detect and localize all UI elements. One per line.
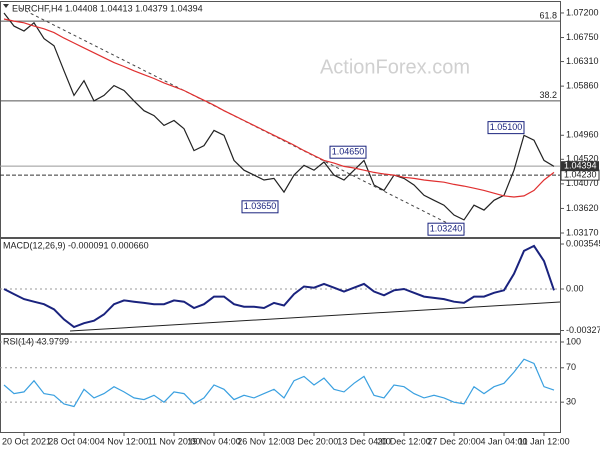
price-annotation-box (487, 121, 525, 135)
panel-frame (0, 238, 561, 334)
price-annotation: 1.03650 (244, 201, 277, 211)
price-annotation-box (427, 222, 465, 236)
y-tick-label: 70 (566, 362, 576, 372)
price-annotation: 1.05100 (490, 122, 523, 132)
x-tick-label: 27 Dec 20:00 (427, 436, 481, 446)
y-tick-label: 0.00 (566, 283, 584, 293)
watermark: ActionForex.com (320, 56, 470, 78)
x-tick-label: 3 Dec 20:00 (290, 436, 339, 446)
menu-icon[interactable] (3, 4, 9, 8)
series-line (3, 244, 555, 329)
y-tick-label: 1.04960 (566, 130, 599, 140)
x-tick-label: 11 Nov 20:00 (148, 436, 201, 446)
series-line (3, 358, 555, 408)
panel-frame (0, 1, 561, 238)
y-tick-label: 100 (566, 336, 581, 346)
last-price-box (561, 161, 599, 172)
macd-trend-line (69, 301, 561, 332)
y-tick-label: 1.06310 (566, 56, 599, 66)
price-annotation: 1.04650 (332, 147, 365, 157)
last-price-label: 1.04394 (564, 161, 597, 171)
y-tick-label: 1.07200 (566, 7, 599, 17)
x-tick-label: 20 Oct 2021 (2, 436, 51, 446)
y-tick-label: 1.03620 (566, 203, 599, 213)
x-tick-label: 13 Dec 04:00 (337, 436, 391, 446)
panel-title: RSI(14) 43.9799 (3, 336, 69, 346)
fib-label: 61.8 (539, 11, 557, 21)
x-tick-label: 20 Dec 12:00 (377, 436, 431, 446)
y-tick-label: 1.04520 (566, 154, 599, 164)
price-annotation: 1.03240 (430, 224, 463, 234)
x-tick-label: 4 Jan 04:00 (480, 436, 527, 446)
y-tick-label: -0.003272 (566, 325, 600, 335)
x-tick-label: 28 Oct 04:00 (48, 436, 100, 446)
fib-label: 38.2 (539, 90, 557, 100)
panel-title: MACD(12,26,9) -0.000091 0.000660 (3, 240, 149, 250)
price-annotation-box (329, 145, 367, 159)
trend-line (19, 7, 466, 233)
panel-title: EURCHF,H4 1.04408 1.04413 1.04379 1.0439… (12, 3, 203, 13)
series-line (3, 12, 555, 221)
panel-frame (0, 334, 561, 433)
x-tick-label: 11 Jan 12:00 (518, 436, 569, 446)
y-tick-label: 1.04070 (566, 178, 599, 188)
price-annotation-box (241, 200, 279, 214)
y-tick-label: 30 (566, 397, 576, 407)
y-tick-label: 0.003545 (566, 238, 600, 248)
x-tick-label: 4 Nov 12:00 (100, 436, 149, 446)
y-tick-label: 1.05860 (566, 81, 599, 91)
price-box-label: 1.04230 (564, 170, 597, 180)
x-tick-label: 26 Nov 12:00 (237, 436, 291, 446)
series-line (3, 18, 555, 198)
y-tick-label: 1.06750 (566, 32, 599, 42)
y-tick-label: 1.03170 (566, 227, 599, 237)
x-tick-label: 19 Nov 04:00 (187, 436, 241, 446)
